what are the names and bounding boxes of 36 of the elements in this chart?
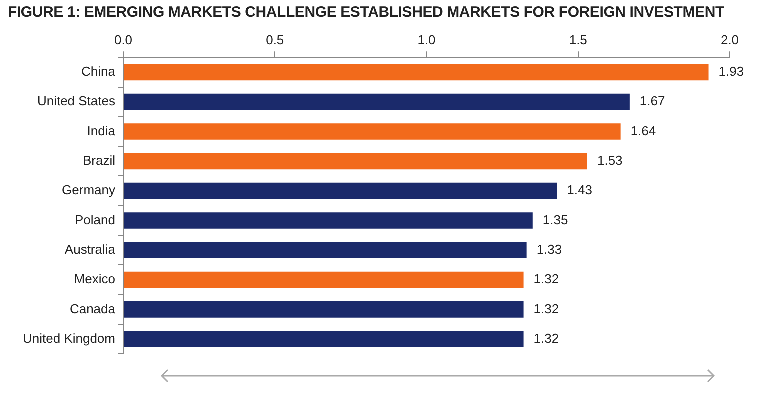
bar bbox=[124, 331, 524, 348]
x-tick-label: 1.5 bbox=[569, 32, 588, 48]
bar bbox=[124, 64, 709, 81]
bar bbox=[124, 124, 621, 140]
chart-title: FIGURE 1: EMERGING MARKETS CHALLENGE ESTABLISHED MARKETS FOR FOREIGN INVESTMENT bbox=[8, 4, 724, 21]
y-tick-label: Poland bbox=[75, 212, 116, 228]
x-tick-label: 0.5 bbox=[266, 32, 284, 48]
y-tick-label: United Kingdom bbox=[23, 330, 116, 346]
data-label: 1.32 bbox=[534, 301, 560, 316]
bar bbox=[124, 94, 630, 110]
data-label: 1.32 bbox=[534, 330, 560, 346]
bar bbox=[124, 272, 524, 288]
data-label: 1.32 bbox=[534, 272, 560, 287]
data-label: 1.35 bbox=[542, 212, 568, 228]
y-tick-label: China bbox=[82, 64, 116, 80]
data-label: 1.33 bbox=[536, 242, 562, 257]
bar bbox=[124, 242, 527, 259]
bar bbox=[124, 302, 524, 318]
x-tick-label: 0.0 bbox=[114, 32, 133, 48]
bar bbox=[124, 212, 533, 229]
data-label: 1.67 bbox=[640, 94, 666, 109]
y-tick-label: Mexico bbox=[74, 272, 116, 287]
x-tick-label: 2.0 bbox=[720, 32, 740, 48]
x-tick-label: 1.0 bbox=[418, 32, 436, 48]
y-tick-label: Germany bbox=[62, 182, 116, 198]
y-tick-label: Canada bbox=[70, 301, 116, 316]
data-label: 1.43 bbox=[567, 182, 592, 198]
data-label: 1.93 bbox=[718, 64, 744, 80]
bar bbox=[124, 182, 558, 200]
y-tick-label: Brazil bbox=[82, 152, 116, 168]
y-tick-label: United States bbox=[37, 94, 116, 109]
y-tick-label: India bbox=[87, 123, 116, 138]
data-label: 1.64 bbox=[630, 123, 656, 138]
y-tick-label: Australia bbox=[64, 242, 116, 257]
bar bbox=[124, 153, 588, 170]
data-label: 1.53 bbox=[597, 152, 623, 168]
